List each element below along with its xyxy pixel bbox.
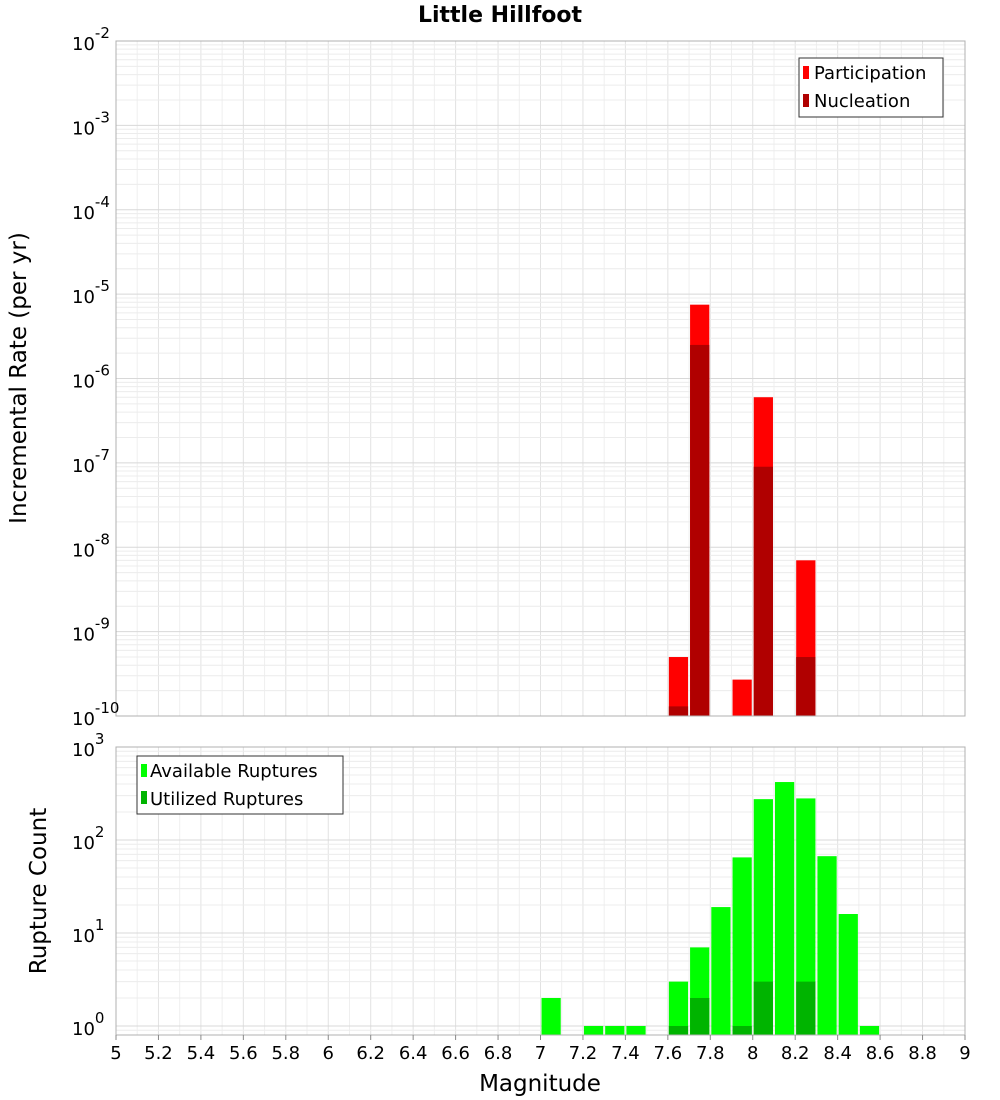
chart-title: Little Hillfoot bbox=[418, 3, 583, 28]
x-tick-label: 5.6 bbox=[229, 1043, 258, 1064]
bar-utilized-bar bbox=[668, 1025, 689, 1035]
y-tick-label: 10-7 bbox=[72, 446, 110, 477]
x-tick-label: 7.2 bbox=[569, 1043, 598, 1064]
legend-swatch-nucleation bbox=[803, 94, 809, 107]
x-tick-label: 6.6 bbox=[441, 1043, 470, 1064]
y-tick-label: 102 bbox=[72, 823, 104, 854]
bar-utilized-bar bbox=[690, 997, 710, 1035]
legend-swatch-participation bbox=[803, 66, 809, 79]
rate-grid bbox=[116, 41, 965, 716]
y-tick-label: 10-9 bbox=[72, 615, 110, 646]
x-tick-label: 8.8 bbox=[908, 1043, 937, 1064]
legend-label-utilized: Utilized Ruptures bbox=[150, 789, 303, 810]
bar-participation-bar bbox=[668, 657, 689, 716]
x-tick-label: 8.6 bbox=[866, 1043, 895, 1064]
x-tick-label: 7.4 bbox=[611, 1043, 640, 1064]
count-y-ticks: 100 101 102 103 bbox=[72, 730, 104, 1040]
legend-label-available: Available Ruptures bbox=[150, 761, 318, 782]
x-tick-label: 8 bbox=[747, 1043, 758, 1064]
bar-participation-bar bbox=[732, 679, 752, 716]
bar-available-bar bbox=[583, 1025, 604, 1035]
rate-bars bbox=[668, 304, 816, 716]
x-axis-label: Magnitude bbox=[479, 1071, 601, 1097]
bar-available-bar bbox=[732, 857, 752, 1035]
bar-nucleation-bar bbox=[690, 344, 710, 716]
count-legend: Available Ruptures Utilized Ruptures bbox=[136, 755, 344, 815]
y-tick-label: 10-10 bbox=[72, 699, 119, 730]
bar-nucleation-bar bbox=[796, 657, 816, 716]
bar-available-bar bbox=[838, 914, 858, 1035]
bar-available-bar bbox=[817, 856, 837, 1035]
bar-nucleation-bar bbox=[668, 706, 689, 716]
x-tick-label: 8.4 bbox=[823, 1043, 852, 1064]
y-tick-label: 10-2 bbox=[72, 24, 110, 55]
x-tick-label: 7.6 bbox=[654, 1043, 683, 1064]
bar-utilized-bar bbox=[753, 981, 773, 1035]
bar-nucleation-bar bbox=[753, 466, 773, 716]
legend-label-nucleation: Nucleation bbox=[814, 91, 910, 112]
rate-y-ticks: 10-10 10-9 10-8 10-7 10-6 10-5 10-4 10-3 10-2 bbox=[72, 24, 119, 730]
legend-label-participation: Participation bbox=[814, 63, 926, 84]
count-bars bbox=[541, 782, 880, 1035]
rate-legend: Participation Nucleation bbox=[798, 57, 944, 118]
x-ticks: 5 5.2 5.4 5.6 5.8 6 6.2 6.4 6.6 6.8 7 7.2 7.4 7.6 7.8 8… bbox=[110, 1035, 971, 1064]
bar-utilized-bar bbox=[732, 1025, 752, 1035]
y-tick-label: 10-5 bbox=[72, 277, 110, 308]
y-tick-label: 10-3 bbox=[72, 108, 110, 139]
count-panel: 100 101 102 103 5 5.2 5.4 5.6 5.8 6 6.2 6.4 6.6 6.8 7… bbox=[26, 730, 971, 1097]
rate-panel: 10-10 10-9 10-8 10-7 10-6 10-5 10-4 10-3 10-2 In… bbox=[6, 24, 966, 730]
bar-available-bar bbox=[753, 799, 773, 1035]
y-tick-label: 103 bbox=[72, 730, 104, 761]
y-tick-label: 100 bbox=[72, 1009, 104, 1040]
y-tick-label: 10-6 bbox=[72, 362, 110, 393]
y-tick-label: 101 bbox=[72, 916, 104, 947]
x-tick-label: 7 bbox=[535, 1043, 546, 1064]
bar-available-bar bbox=[711, 907, 731, 1035]
x-tick-label: 7.8 bbox=[696, 1043, 725, 1064]
bar-utilized-bar bbox=[796, 981, 816, 1035]
bar-available-bar bbox=[774, 782, 795, 1035]
legend-swatch-utilized bbox=[141, 791, 147, 804]
count-y-axis-label: Rupture Count bbox=[26, 808, 52, 974]
y-tick-label: 10-4 bbox=[72, 193, 110, 224]
x-tick-label: 5.2 bbox=[144, 1043, 173, 1064]
x-tick-label: 5.4 bbox=[187, 1043, 216, 1064]
legend-swatch-available bbox=[141, 764, 147, 777]
x-tick-label: 6.2 bbox=[356, 1043, 385, 1064]
bar-available-bar bbox=[859, 1025, 880, 1035]
x-tick-label: 6.4 bbox=[399, 1043, 428, 1064]
x-tick-label: 5 bbox=[110, 1043, 121, 1064]
bar-available-bar bbox=[796, 798, 816, 1035]
rate-y-axis-label: Incremental Rate (per yr) bbox=[6, 232, 32, 524]
x-tick-label: 5.8 bbox=[271, 1043, 300, 1064]
y-tick-label: 10-8 bbox=[72, 530, 110, 561]
x-tick-label: 6 bbox=[323, 1043, 334, 1064]
x-tick-label: 8.2 bbox=[781, 1043, 810, 1064]
bar-available-bar bbox=[626, 1025, 646, 1035]
x-tick-label: 9 bbox=[959, 1043, 970, 1064]
bar-available-bar bbox=[668, 981, 689, 1035]
x-tick-label: 6.8 bbox=[484, 1043, 513, 1064]
bar-available-bar bbox=[541, 997, 561, 1035]
bar-available-bar bbox=[605, 1025, 625, 1035]
